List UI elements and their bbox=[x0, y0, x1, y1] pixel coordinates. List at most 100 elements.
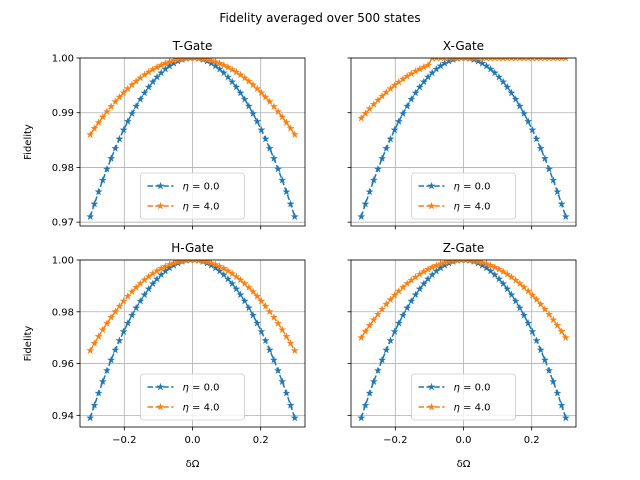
data-point bbox=[253, 292, 262, 300]
panel-x-gate: X-Gate η = 0.0 η = 4.0 bbox=[347, 39, 577, 230]
data-point bbox=[86, 346, 95, 355]
data-point bbox=[369, 377, 378, 386]
data-point bbox=[532, 295, 541, 304]
data-point bbox=[232, 272, 241, 281]
data-point bbox=[511, 275, 520, 284]
data-point bbox=[219, 68, 228, 77]
data-point bbox=[192, 58, 198, 62]
y-tick-label: 1.00 bbox=[52, 54, 74, 65]
data-point bbox=[119, 125, 128, 134]
data-point bbox=[373, 95, 382, 104]
data-point bbox=[503, 284, 512, 293]
data-point bbox=[115, 92, 124, 101]
data-point bbox=[423, 72, 433, 81]
data-point bbox=[178, 260, 186, 265]
legend-item: η = 0.0 bbox=[418, 182, 491, 193]
data-point bbox=[490, 263, 499, 271]
data-point bbox=[140, 88, 149, 97]
x-tick-label: 0.0 bbox=[185, 435, 201, 446]
data-point bbox=[507, 272, 516, 281]
data-point bbox=[553, 321, 562, 329]
data-point bbox=[500, 58, 506, 62]
data-point bbox=[274, 164, 283, 173]
data-point bbox=[398, 109, 408, 118]
data-point bbox=[115, 301, 124, 310]
data-point bbox=[446, 58, 452, 62]
series-z-gate-1 bbox=[357, 260, 570, 342]
legend-label: η = 0.0 bbox=[454, 182, 491, 193]
data-point bbox=[90, 339, 99, 347]
data-point bbox=[261, 92, 270, 101]
data-point bbox=[290, 413, 299, 422]
data-point bbox=[244, 303, 253, 312]
data-point bbox=[382, 144, 391, 152]
legend: η = 0.0 η = 4.0 bbox=[411, 373, 516, 421]
y-axis-label: Fidelity bbox=[23, 326, 34, 362]
data-point bbox=[423, 60, 433, 69]
data-point bbox=[152, 72, 162, 81]
data-point bbox=[449, 260, 457, 265]
data-point bbox=[519, 311, 529, 319]
data-point bbox=[478, 59, 487, 67]
x-axis-label: δΩ bbox=[186, 459, 200, 470]
data-point bbox=[286, 401, 295, 409]
data-point bbox=[550, 58, 556, 62]
data-point bbox=[196, 260, 202, 264]
data-point bbox=[454, 260, 460, 264]
data-point bbox=[524, 318, 533, 327]
data-point bbox=[433, 58, 439, 62]
legend-marker bbox=[156, 201, 165, 210]
data-point bbox=[248, 311, 258, 319]
data-point bbox=[458, 260, 464, 264]
data-point bbox=[223, 266, 233, 275]
data-point bbox=[463, 260, 469, 264]
data-point bbox=[554, 58, 560, 62]
data-point bbox=[219, 264, 228, 272]
data-point bbox=[240, 95, 249, 103]
data-point bbox=[119, 88, 128, 97]
data-point bbox=[98, 175, 107, 184]
data-point bbox=[524, 117, 533, 125]
data-point bbox=[386, 295, 395, 304]
data-point bbox=[115, 336, 124, 345]
data-point bbox=[183, 260, 189, 264]
y-tick-label: 1.00 bbox=[52, 256, 74, 267]
data-point bbox=[478, 260, 487, 267]
data-point bbox=[503, 270, 512, 278]
legend-frame bbox=[140, 373, 245, 421]
data-point bbox=[236, 290, 245, 299]
plot-area bbox=[357, 260, 570, 422]
data-point bbox=[244, 101, 253, 110]
data-point bbox=[253, 117, 262, 125]
data-point bbox=[488, 58, 494, 62]
data-point bbox=[361, 327, 370, 335]
data-point bbox=[540, 154, 549, 162]
data-point bbox=[94, 388, 103, 397]
data-point bbox=[511, 296, 520, 305]
data-point bbox=[361, 401, 370, 409]
legend-marker bbox=[156, 382, 165, 391]
data-point bbox=[228, 269, 237, 278]
legend-frame bbox=[140, 172, 245, 220]
data-point bbox=[563, 58, 569, 62]
data-point bbox=[549, 315, 558, 324]
data-point bbox=[278, 377, 287, 386]
data-point bbox=[119, 296, 128, 305]
data-point bbox=[534, 58, 540, 62]
data-point bbox=[486, 64, 495, 73]
x-tick-label: 0.2 bbox=[524, 435, 540, 446]
data-point bbox=[207, 260, 216, 267]
y-tick-label: 0.99 bbox=[52, 108, 74, 119]
data-point bbox=[86, 130, 95, 139]
data-point bbox=[111, 97, 120, 106]
data-point bbox=[403, 303, 412, 312]
data-point bbox=[127, 109, 137, 118]
data-point bbox=[261, 134, 270, 143]
legend-frame bbox=[411, 373, 516, 421]
data-point bbox=[290, 130, 299, 139]
legend-label: η = 0.0 bbox=[183, 182, 220, 193]
data-point bbox=[373, 366, 382, 375]
data-point bbox=[274, 319, 283, 327]
data-point bbox=[490, 68, 499, 77]
